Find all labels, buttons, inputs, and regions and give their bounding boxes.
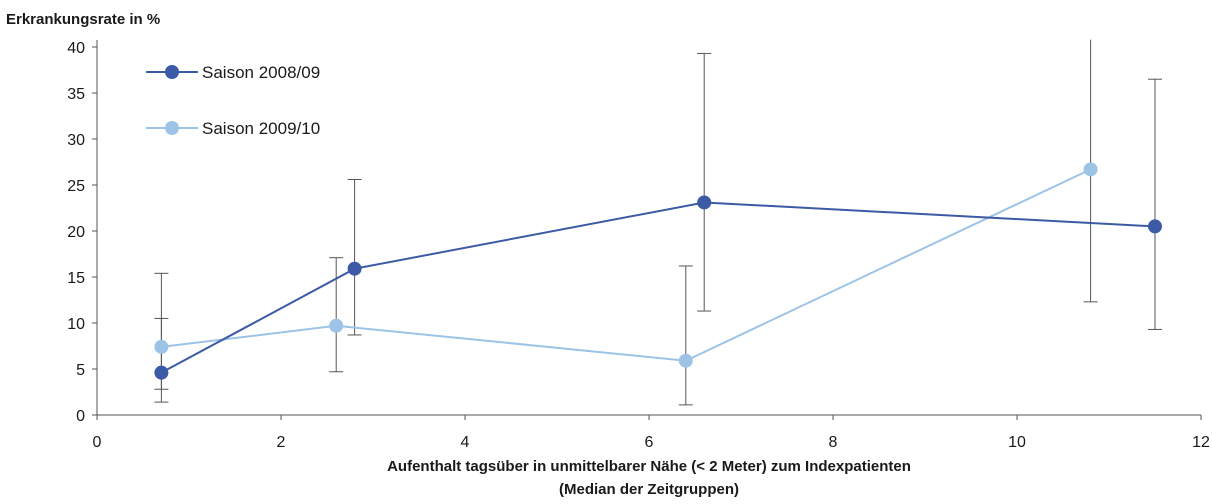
y-tick-label: 0 [76, 408, 85, 425]
y-axis-title: Erkrankungsrate in % [6, 11, 160, 28]
data-point-saison-2009-10 [1083, 162, 1098, 177]
data-point-saison-2008-09 [697, 195, 712, 210]
legend-label-saison-2009-10: Saison 2009/10 [202, 119, 320, 138]
x-axis-title-line1: Aufenthalt tagsüber in unmittelbarer Näh… [387, 458, 911, 475]
data-point-saison-2009-10 [678, 353, 693, 368]
x-tick-label: 10 [1008, 434, 1026, 451]
x-tick-label: 6 [645, 434, 654, 451]
x-tick-label: 4 [461, 434, 470, 451]
y-tick-label: 25 [67, 178, 85, 195]
series-line-saison-2008-09 [160, 201, 1156, 374]
legend-item-saison-2009-10: Saison 2009/10 [146, 119, 320, 138]
y-tick-label: 15 [67, 270, 85, 287]
y-ticks: 0 5 10 15 20 25 30 35 40 [67, 40, 97, 425]
data-point-saison-2008-09 [1148, 219, 1162, 234]
y-tick-label: 10 [67, 316, 85, 333]
legend-label-saison-2008-09: Saison 2008/09 [202, 63, 320, 82]
y-tick-label: 30 [67, 132, 85, 149]
data-point-saison-2008-09 [154, 365, 169, 380]
data-point-saison-2009-10 [329, 318, 344, 333]
x-tick-label: 12 [1192, 434, 1210, 451]
legend-marker-saison-2008-09 [165, 65, 179, 79]
x-ticks: 0 2 4 6 8 10 12 [93, 415, 1210, 451]
y-tick-label: 35 [67, 86, 85, 103]
error-bars [154, 39, 1162, 406]
data-point-saison-2008-09 [347, 261, 362, 276]
y-tick-label: 5 [76, 362, 85, 379]
legend-item-saison-2008-09: Saison 2008/09 [146, 63, 320, 82]
data-point-saison-2009-10 [154, 339, 169, 354]
x-tick-label: 8 [829, 434, 838, 451]
series-line-saison-2009-10 [161, 168, 1092, 362]
axes [96, 40, 1201, 416]
legend-marker-saison-2009-10 [165, 121, 179, 135]
legend: Saison 2008/09 Saison 2009/10 [146, 63, 320, 138]
series-points [154, 162, 1162, 380]
x-tick-label: 2 [277, 434, 286, 451]
x-tick-label: 0 [93, 434, 102, 451]
y-tick-label: 40 [67, 40, 85, 57]
y-tick-label: 20 [67, 224, 85, 241]
x-axis-title-line2: (Median der Zeitgruppen) [559, 481, 739, 498]
series-lines [160, 168, 1156, 374]
